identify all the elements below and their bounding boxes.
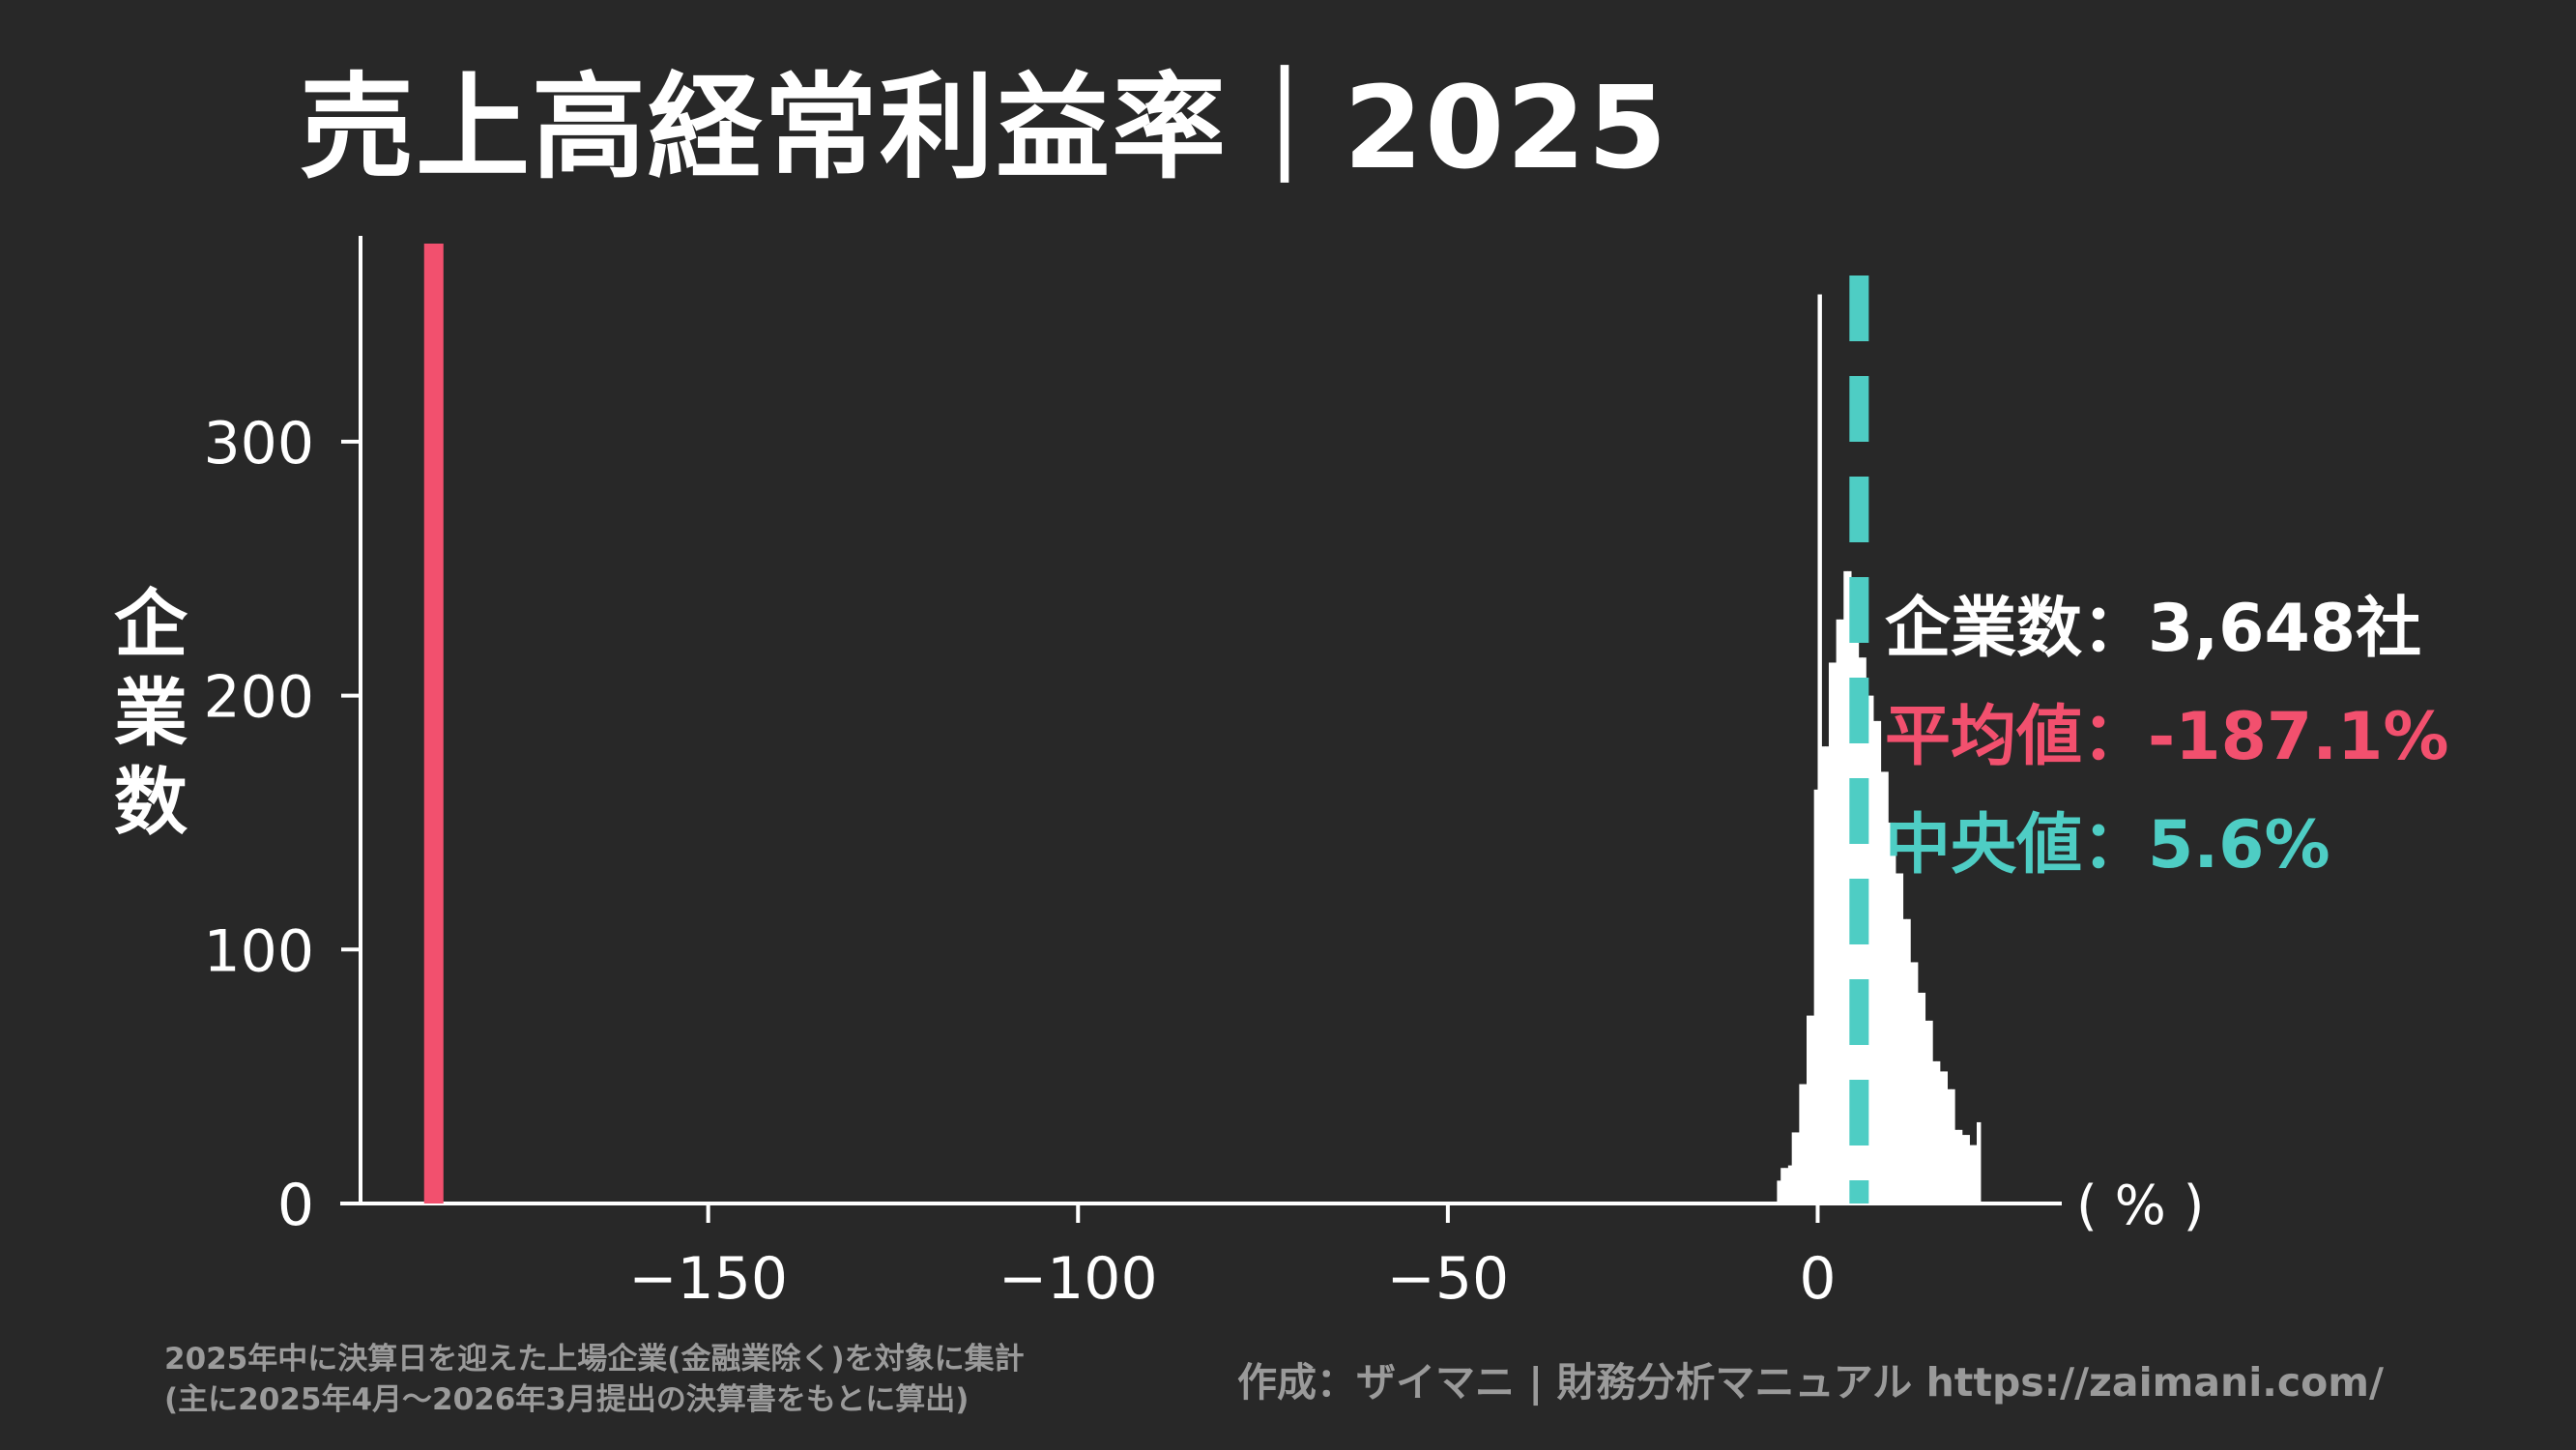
histogram-bar — [1803, 1084, 1808, 1204]
company-count-value: 3,648社 — [2148, 591, 2422, 667]
histogram-bar — [1898, 873, 1904, 1204]
credit-text: 作成：ザイマニ | 財務分析マニュアル https://zaimani.com/ — [1237, 1359, 2385, 1406]
reference-lines — [423, 244, 1869, 1204]
x-tick-label: −50 — [1387, 1245, 1510, 1313]
histogram-bar — [1913, 962, 1919, 1204]
histogram-bar — [1925, 1020, 1929, 1204]
histogram-bar — [1836, 619, 1841, 1204]
histogram-bar — [1817, 294, 1822, 1204]
histogram-bar — [1880, 771, 1885, 1204]
histogram-bar — [1784, 1168, 1789, 1204]
histogram-bar — [1787, 1165, 1793, 1204]
histogram-bar — [1910, 962, 1915, 1204]
x-tick-label: −150 — [628, 1245, 788, 1313]
histogram-bar — [1977, 1121, 1982, 1204]
histogram-bar — [1795, 1132, 1800, 1204]
histogram-bar — [1921, 992, 1926, 1204]
histogram-bar — [1939, 1071, 1945, 1204]
x-tick-label: 0 — [1799, 1245, 1836, 1313]
footnote: 2025年中に決算日を迎えた上場企業(金融業除く)を対象に集計 (主に2025年… — [164, 1339, 1025, 1420]
histogram-bar — [1807, 1015, 1811, 1204]
histogram-bar — [1961, 1135, 1967, 1204]
footnote-line: (主に2025年4月〜2026年3月提出の決算書をもとに算出) — [164, 1382, 970, 1417]
company-count-row: 企業数：3,648社 — [1885, 575, 2448, 683]
histogram-bar — [1932, 1060, 1937, 1204]
chart-title: 売上高経常利益率｜2025 — [300, 61, 1669, 194]
histogram-bar — [1943, 1071, 1948, 1204]
footnote-line: 2025年中に決算日を迎えた上場企業(金融業除く)を対象に集計 — [164, 1342, 1025, 1377]
y-tick-label: 0 — [277, 1172, 314, 1239]
histogram-bar — [1947, 1088, 1952, 1204]
histogram-bar — [1872, 720, 1878, 1204]
histogram-bar — [1892, 822, 1896, 1204]
x-tick-label: −100 — [999, 1245, 1158, 1313]
histogram-bar — [1813, 789, 1819, 1204]
histogram-bar — [1895, 873, 1900, 1204]
y-axis-label-char: 数 — [114, 759, 188, 845]
histogram-bar — [1973, 1145, 1978, 1204]
axes: 0 100 200 300 −150 −100 −50 0 — [203, 236, 2062, 1313]
y-axis-label: 企 業 数 — [104, 580, 197, 847]
histogram-bar — [1902, 918, 1907, 1204]
separator: ： — [2082, 807, 2149, 884]
histogram-bar — [1954, 1129, 1959, 1204]
median-row: 中央値：5.6% — [1885, 792, 2448, 900]
mean-row: 平均値：-187.1% — [1885, 683, 2448, 792]
histogram-bar — [1917, 992, 1923, 1204]
x-axis-unit: ( % ) — [2076, 1174, 2205, 1237]
y-tick-label: 100 — [203, 917, 314, 985]
histogram-bar — [1928, 1020, 1933, 1204]
mean-label: 平均値 — [1885, 699, 2083, 775]
histogram-bar — [1969, 1145, 1974, 1204]
histogram-bar — [1847, 570, 1852, 1204]
histogram-bar — [1951, 1088, 1955, 1204]
stats-legend: 企業数：3,648社 平均値：-187.1% 中央値：5.6% — [1885, 575, 2448, 900]
y-axis-label-char: 業 — [114, 670, 188, 756]
histogram-bar — [1866, 695, 1870, 1204]
separator: ： — [2082, 699, 2149, 775]
histogram-bar — [1869, 695, 1874, 1204]
histogram-bar — [1876, 720, 1882, 1204]
histogram-bar — [1828, 662, 1834, 1204]
histogram-bar — [1965, 1135, 1970, 1204]
histogram-bar — [1809, 1015, 1815, 1204]
separator: ： — [2082, 591, 2149, 667]
histogram-bar — [1888, 822, 1893, 1204]
y-axis-label-char: 企 — [114, 581, 188, 667]
histogram-bar — [1799, 1084, 1804, 1204]
histogram-bar — [1906, 918, 1911, 1204]
histogram-bar — [1832, 662, 1838, 1204]
company-count-label: 企業数 — [1885, 591, 2083, 667]
histogram-bars — [1777, 294, 1982, 1204]
histogram-bar — [1777, 1180, 1781, 1204]
y-tick-label: 300 — [203, 410, 314, 478]
mean-value: -187.1% — [2148, 699, 2449, 775]
y-tick-label: 200 — [203, 664, 314, 732]
histogram-bar — [1884, 771, 1889, 1204]
histogram-bar — [1843, 570, 1848, 1204]
histogram-bar — [1935, 1060, 1941, 1204]
histogram-bar — [1780, 1168, 1785, 1204]
median-label: 中央値 — [1885, 807, 2083, 884]
histogram-bar — [1821, 746, 1826, 1204]
median-value: 5.6% — [2148, 807, 2330, 884]
histogram-bar — [1825, 746, 1830, 1204]
histogram-bar — [1791, 1132, 1797, 1204]
histogram-bar — [1957, 1129, 1963, 1204]
histogram-bar — [1839, 619, 1844, 1204]
